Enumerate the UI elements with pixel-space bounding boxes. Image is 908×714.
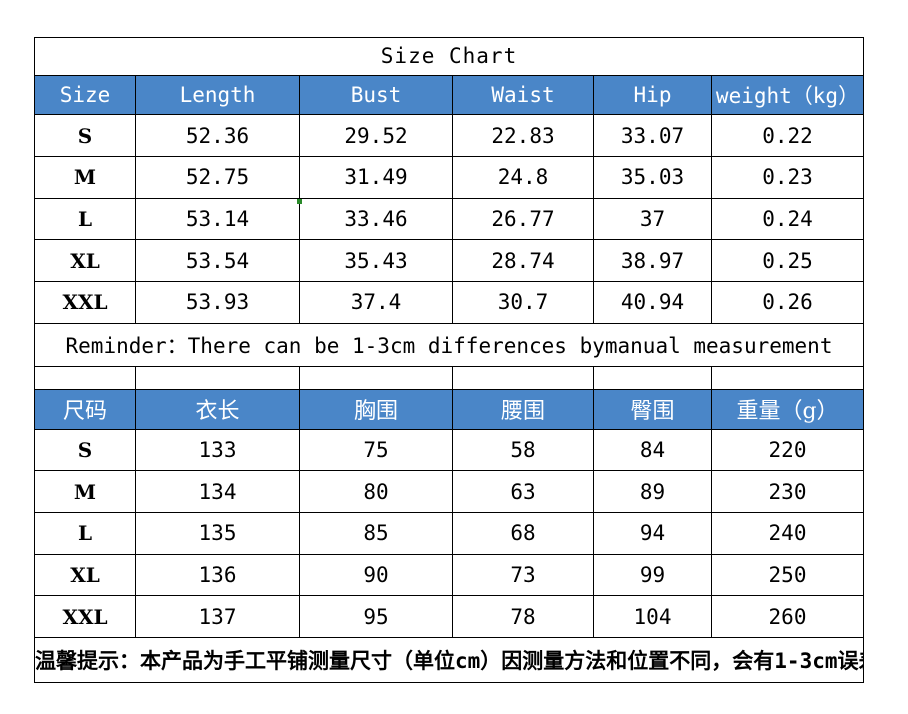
empty-cell (34, 365, 136, 390)
spacer-row (34, 365, 864, 390)
en-cell-weight: 0.22 (711, 114, 864, 158)
en-cell-bust: 33.46 (299, 197, 453, 241)
en-cell-length: 53.54 (135, 239, 300, 283)
en-cell-hip: 35.03 (593, 156, 712, 199)
en-cell-hip: 37 (593, 197, 712, 241)
cn-cell-waist: 58 (452, 428, 594, 472)
cn-cell-hip: 94 (593, 512, 712, 555)
cn-cell-bust: 95 (299, 595, 453, 639)
empty-cell (711, 365, 864, 390)
en-cell-weight: 0.25 (711, 239, 864, 283)
en-cell-size: S (34, 114, 136, 158)
en-cell-length: 53.93 (135, 281, 300, 324)
cn-row-l: L 135 85 68 94 240 (34, 512, 864, 555)
en-row-m: M 52.75 31.49 24.8 35.03 0.23 (34, 156, 864, 199)
en-row-xxl: XXL 53.93 37.4 30.7 40.94 0.26 (34, 281, 864, 324)
en-cell-waist: 30.7 (452, 281, 594, 324)
cn-header-waist: 腰围 (452, 388, 594, 430)
en-cell-waist: 28.74 (452, 239, 594, 283)
cn-cell-weight: 240 (711, 512, 864, 555)
empty-cell (299, 365, 453, 390)
cn-cell-length: 135 (135, 512, 300, 555)
cn-header-hip: 臀围 (593, 388, 712, 430)
en-cell-waist: 22.83 (452, 114, 594, 158)
en-cell-size: XXL (34, 281, 136, 324)
en-header-weight: weight（kg） (711, 74, 864, 116)
cn-cell-waist: 68 (452, 512, 594, 555)
en-cell-size: L (34, 197, 136, 241)
en-cell-length: 53.14 (135, 197, 300, 241)
en-cell-hip: 33.07 (593, 114, 712, 158)
en-cell-bust: 37.4 (299, 281, 453, 324)
size-chart-table: Size Chart Size Length Bust Waist Hip we… (34, 37, 864, 683)
cn-cell-size: L (34, 512, 136, 555)
en-row-l: L 53.14 33.46 26.77 37 0.24 (34, 197, 864, 241)
cn-cell-hip: 104 (593, 595, 712, 639)
en-cell-length: 52.75 (135, 156, 300, 199)
en-cell-size: XL (34, 239, 136, 283)
cn-row-s: S 133 75 58 84 220 (34, 428, 864, 472)
cn-cell-length: 133 (135, 428, 300, 472)
en-cell-weight: 0.24 (711, 197, 864, 241)
cn-cell-size: XL (34, 553, 136, 597)
en-header-row: Size Length Bust Waist Hip weight（kg） (34, 74, 864, 116)
cn-cell-hip: 89 (593, 470, 712, 514)
cn-cell-waist: 78 (452, 595, 594, 639)
cn-cell-size: S (34, 428, 136, 472)
en-row-s: S 52.36 29.52 22.83 33.07 0.22 (34, 114, 864, 158)
cn-cell-length: 134 (135, 470, 300, 514)
en-cell-hip: 40.94 (593, 281, 712, 324)
en-cell-waist: 24.8 (452, 156, 594, 199)
reminder-note: Reminder：There can be 1-3cm differences … (34, 322, 864, 367)
cn-cell-bust: 85 (299, 512, 453, 555)
cn-cell-weight: 230 (711, 470, 864, 514)
cn-header-size: 尺码 (34, 388, 136, 430)
cn-cell-size: M (34, 470, 136, 514)
cn-cell-size: XXL (34, 595, 136, 639)
en-cell-length: 52.36 (135, 114, 300, 158)
cn-row-m: M 134 80 63 89 230 (34, 470, 864, 514)
cn-header-row: 尺码 衣长 胸围 腰围 臀围 重量（g） (34, 388, 864, 430)
cn-row-xl: XL 136 90 73 99 250 (34, 553, 864, 597)
cn-cell-hip: 99 (593, 553, 712, 597)
en-cell-weight: 0.26 (711, 281, 864, 324)
en-cell-bust: 31.49 (299, 156, 453, 199)
en-cell-waist: 26.77 (452, 197, 594, 241)
en-cell-bust: 35.43 (299, 239, 453, 283)
cn-row-xxl: XXL 137 95 78 104 260 (34, 595, 864, 639)
cn-cell-bust: 75 (299, 428, 453, 472)
cn-cell-waist: 73 (452, 553, 594, 597)
cell-marker-icon (297, 199, 302, 204)
en-cell-size: M (34, 156, 136, 199)
empty-cell (593, 365, 712, 390)
en-header-size: Size (34, 74, 136, 116)
chart-title: Size Chart (34, 37, 864, 76)
cn-cell-weight: 250 (711, 553, 864, 597)
en-row-xl: XL 53.54 35.43 28.74 38.97 0.25 (34, 239, 864, 283)
en-header-waist: Waist (452, 74, 594, 116)
empty-cell (452, 365, 594, 390)
cn-cell-waist: 63 (452, 470, 594, 514)
cn-header-length: 衣长 (135, 388, 300, 430)
en-cell-bust: 29.52 (299, 114, 453, 158)
cn-cell-length: 136 (135, 553, 300, 597)
empty-cell (135, 365, 300, 390)
cn-reminder-note: 温馨提示：本产品为手工平铺测量尺寸（单位cm）因测量方法和位置不同，会有1-3c… (34, 637, 864, 683)
en-header-length: Length (135, 74, 300, 116)
cn-header-weight: 重量（g） (711, 388, 864, 430)
en-header-hip: Hip (593, 74, 712, 116)
en-cell-weight: 0.23 (711, 156, 864, 199)
en-header-bust: Bust (299, 74, 453, 116)
cn-cell-weight: 220 (711, 428, 864, 472)
cn-cell-hip: 84 (593, 428, 712, 472)
cn-cell-weight: 260 (711, 595, 864, 639)
en-cell-hip: 38.97 (593, 239, 712, 283)
cn-cell-bust: 80 (299, 470, 453, 514)
cn-cell-length: 137 (135, 595, 300, 639)
cn-header-bust: 胸围 (299, 388, 453, 430)
cn-cell-bust: 90 (299, 553, 453, 597)
